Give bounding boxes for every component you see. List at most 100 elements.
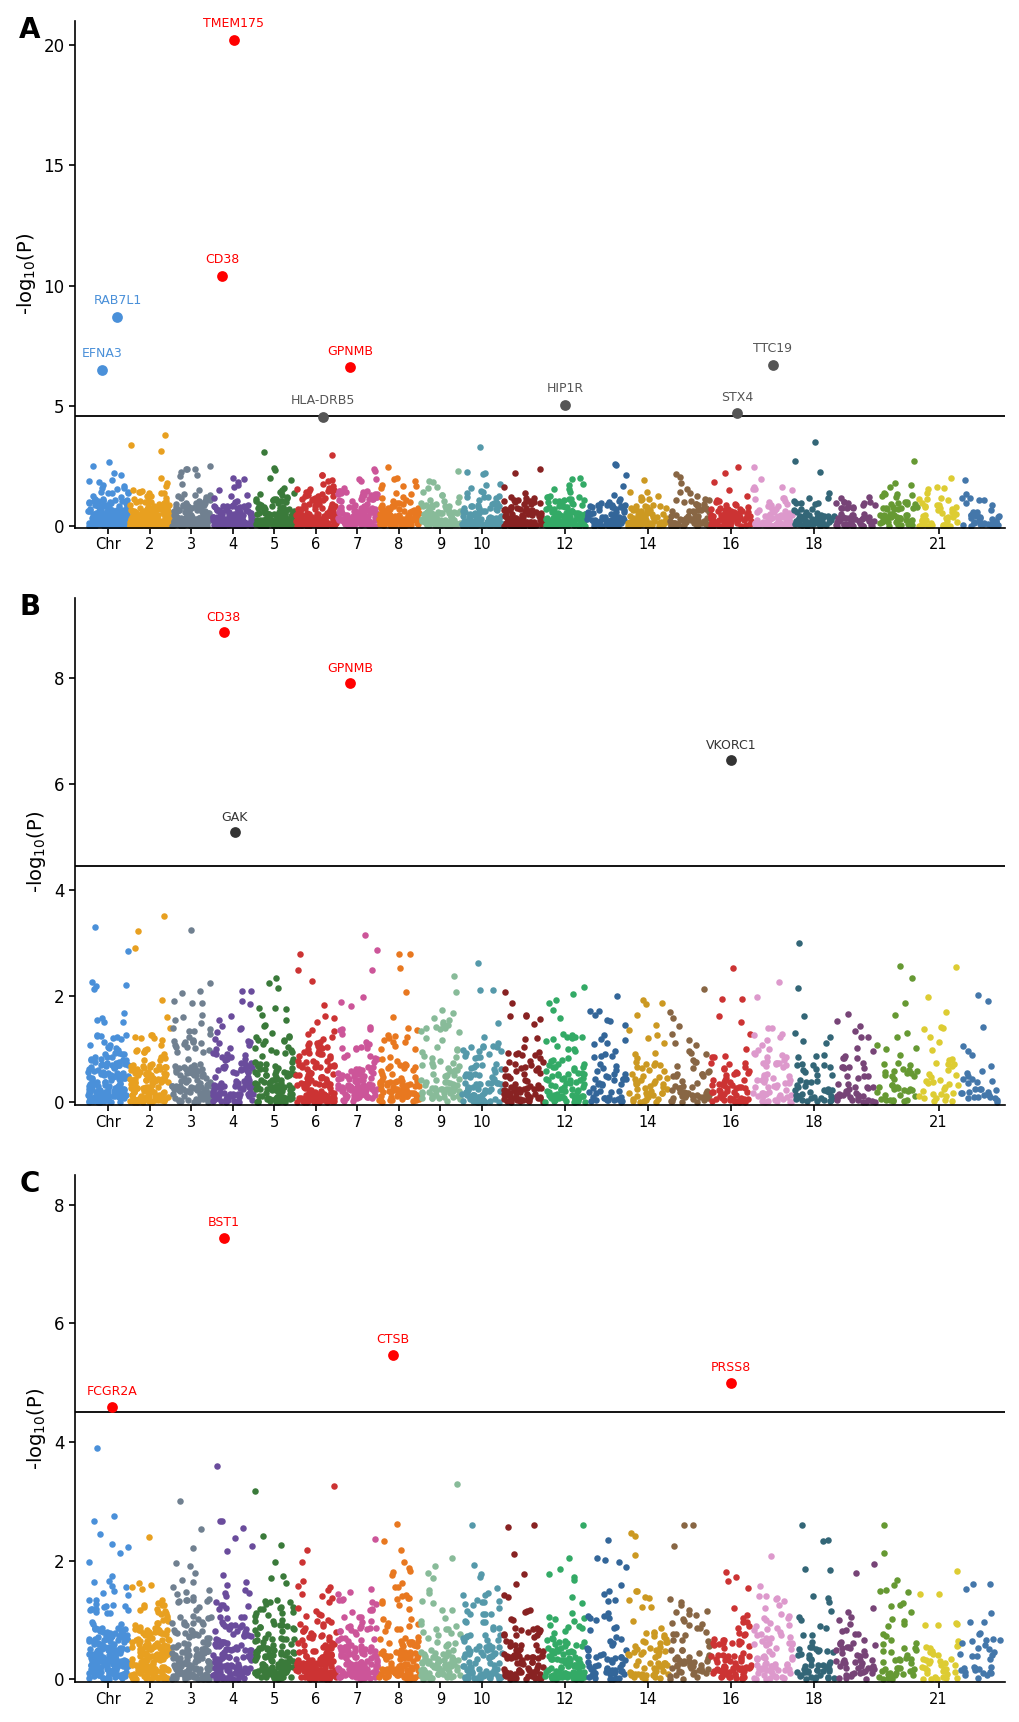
Point	[548, 1081, 565, 1109]
Point	[108, 1035, 124, 1062]
Point	[334, 506, 351, 534]
Point	[334, 1658, 351, 1686]
Point	[400, 1645, 417, 1672]
Point	[147, 498, 163, 525]
Point	[930, 1066, 947, 1093]
Point	[561, 477, 578, 505]
Point	[469, 1087, 485, 1114]
Point	[178, 1586, 195, 1614]
Point	[373, 1589, 389, 1617]
Point	[285, 510, 302, 537]
Point	[323, 1653, 339, 1681]
Point	[110, 1037, 126, 1064]
Point	[346, 1634, 363, 1662]
Point	[781, 511, 797, 539]
Point	[177, 1028, 194, 1056]
Point	[325, 477, 341, 505]
Point	[524, 1615, 540, 1643]
Point	[542, 1645, 558, 1672]
Point	[539, 510, 555, 537]
Point	[193, 494, 209, 522]
Point	[466, 513, 482, 541]
Point	[354, 506, 370, 534]
Point	[948, 1610, 964, 1638]
Point	[566, 508, 582, 536]
Point	[731, 1627, 747, 1655]
Point	[156, 1631, 172, 1658]
Point	[105, 1064, 121, 1092]
Point	[222, 1660, 238, 1688]
Point	[745, 1615, 761, 1643]
Point	[503, 1662, 520, 1689]
Point	[982, 1600, 999, 1627]
Point	[187, 1636, 204, 1663]
Point	[156, 1634, 172, 1662]
Point	[760, 489, 776, 517]
Point	[254, 1651, 270, 1679]
Point	[427, 1078, 443, 1106]
Point	[789, 1071, 805, 1099]
Point	[202, 1650, 218, 1677]
Point	[350, 498, 366, 525]
Point	[311, 491, 327, 518]
Point	[763, 1653, 780, 1681]
Point	[235, 1622, 252, 1650]
Point	[119, 491, 136, 518]
Point	[147, 1087, 163, 1114]
Point	[516, 511, 532, 539]
Point	[248, 1075, 264, 1102]
Point	[219, 1657, 235, 1684]
Point	[243, 976, 259, 1004]
Point	[116, 1080, 132, 1107]
Point	[899, 1641, 915, 1669]
Point	[342, 1651, 359, 1679]
Point	[361, 1030, 377, 1057]
Point	[368, 506, 384, 534]
Point	[982, 1641, 999, 1669]
Point	[275, 1073, 291, 1100]
Point	[633, 1660, 649, 1688]
Point	[398, 1075, 415, 1102]
Point	[773, 1040, 790, 1068]
Point	[235, 508, 252, 536]
Point	[282, 501, 299, 529]
Point	[814, 1076, 830, 1104]
Point	[496, 1062, 513, 1090]
Point	[161, 1014, 177, 1042]
Point	[321, 496, 337, 523]
Point	[264, 1019, 280, 1047]
Point	[247, 1033, 263, 1061]
Point	[192, 505, 208, 532]
Point	[94, 501, 110, 529]
Point	[81, 498, 97, 525]
Point	[449, 487, 466, 515]
Point	[272, 1648, 288, 1676]
Point	[112, 1622, 128, 1650]
Point	[546, 1663, 562, 1691]
Point	[83, 1655, 99, 1682]
Point	[351, 1066, 367, 1093]
Point	[552, 508, 569, 536]
Point	[149, 511, 165, 539]
Point	[94, 1636, 110, 1663]
Point	[351, 1603, 367, 1631]
Point	[502, 1073, 519, 1100]
Point	[819, 1075, 836, 1102]
Point	[489, 511, 505, 539]
Point	[222, 510, 238, 537]
Point	[414, 1080, 430, 1107]
Point	[119, 501, 136, 529]
Point	[270, 1054, 286, 1081]
Point	[525, 1075, 541, 1102]
Point	[320, 1665, 336, 1693]
Point	[272, 1663, 288, 1691]
Point	[316, 1087, 332, 1114]
Point	[93, 1050, 109, 1078]
Point	[521, 1657, 537, 1684]
Point	[936, 999, 953, 1026]
Point	[292, 1663, 309, 1691]
Point	[422, 510, 438, 537]
Point	[600, 506, 616, 534]
Point	[218, 1583, 234, 1610]
Point	[101, 510, 117, 537]
